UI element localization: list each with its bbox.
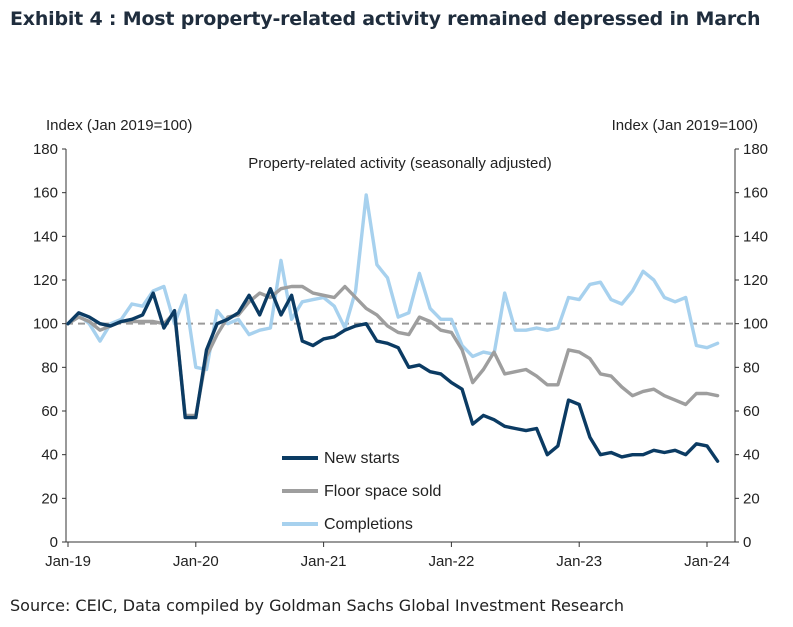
legend-label-completions: Completions [324,516,413,533]
y-axis-title-right: Index (Jan 2019=100) [612,117,758,134]
chart-title: Property-related activity (seasonally ad… [248,155,551,172]
y-tick-label-left: 0 [50,534,58,551]
y-tick-label-right: 160 [743,185,768,202]
y-tick-label-left: 80 [41,359,58,376]
x-tick-label: Jan-20 [173,553,219,570]
y-tick-label-right: 180 [743,141,768,158]
y-tick-label-right: 40 [743,447,760,464]
y-tick-label-right: 120 [743,272,768,289]
y-tick-label-right: 100 [743,316,768,333]
y-tick-label-left: 140 [33,228,58,245]
axis-labels: 0 0 20 20 40 40 60 60 80 80 100 100 120 120 140 140 160 1… [33,117,768,570]
y-tick-label-left: 180 [33,141,58,158]
x-tick-label: Jan-21 [301,553,347,570]
y-tick-label-right: 60 [743,403,760,420]
series-line-new-starts [66,287,720,463]
source-note: Source: CEIC, Data compiled by Goldman S… [10,596,625,615]
y-tick-label-left: 20 [41,490,58,507]
y-tick-label-right: 20 [743,490,760,507]
legend-label-floor-space-sold: Floor space sold [324,483,441,500]
y-tick-label-left: 40 [41,447,58,464]
y-tick-label-right: 80 [743,359,760,376]
x-tick-label: Jan-23 [556,553,602,570]
y-tick-label-right: 0 [743,534,751,551]
y-tick-label-left: 60 [41,403,58,420]
x-tick-label: Jan-22 [428,553,474,570]
series-line-floor-space-sold [66,284,720,418]
legend-label-new-starts: New starts [324,450,400,467]
series-lines [66,193,720,463]
y-tick-label-left: 160 [33,185,58,202]
x-tick-label: Jan-24 [684,553,730,570]
exhibit-title: Exhibit 4 : Most property-related activi… [10,8,761,30]
series-line-completions [66,193,720,372]
y-tick-label-left: 120 [33,272,58,289]
y-tick-label-right: 140 [743,228,768,245]
legend: New starts Floor space sold Completions [282,450,441,533]
x-tick-label: Jan-19 [45,553,91,570]
property-activity-chart: 0 0 20 20 40 40 60 60 80 80 100 100 120 120 140 140 160 1… [33,117,768,570]
y-tick-label-left: 100 [33,316,58,333]
y-axis-title-left: Index (Jan 2019=100) [46,117,192,134]
